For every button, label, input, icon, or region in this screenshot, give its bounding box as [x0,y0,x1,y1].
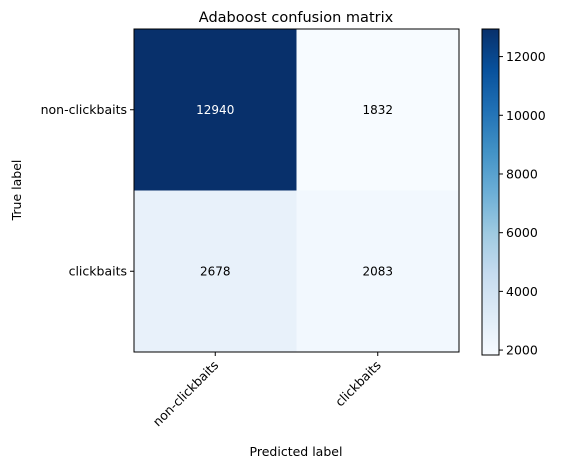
x-axis-ticks: non-clickbaits clickbaits [150,352,384,429]
x-tick-label: clickbaits [332,358,384,410]
heatmap-cells [134,29,459,352]
y-tick-label: clickbaits [69,263,127,278]
heatmap-cell [296,190,459,352]
colorbar-ticks: 2000 4000 6000 8000 10000 12000 [499,49,546,358]
plot-frame [133,28,460,353]
cell-value-label: 2678 [200,264,231,278]
heatmap-cell [134,190,297,352]
cell-value-label: 2083 [362,264,393,278]
x-axis-label: Predicted label [250,444,343,459]
chart-title: Adaboost confusion matrix [199,10,394,26]
heatmap-cell [134,29,297,191]
colorbar-tick-label: 8000 [506,166,538,181]
colorbar-tick-label: 6000 [506,225,538,240]
heatmap-cell-labels: 12940 1832 2678 2083 [196,103,393,279]
cell-value-label: 1832 [362,103,393,117]
cell-value-label: 12940 [196,103,234,117]
colorbar-tick-label: 2000 [506,343,538,358]
x-tick-label: non-clickbaits [150,358,222,430]
colorbar [481,28,500,356]
colorbar-tick-label: 12000 [506,49,546,64]
colorbar-tick-label: 4000 [506,284,538,299]
heatmap-cell [296,29,459,191]
y-axis-label: True label [9,160,24,222]
y-tick-label: non-clickbaits [41,102,127,117]
y-axis-ticks: non-clickbaits clickbaits [41,102,134,278]
colorbar-tick-label: 10000 [506,108,546,123]
